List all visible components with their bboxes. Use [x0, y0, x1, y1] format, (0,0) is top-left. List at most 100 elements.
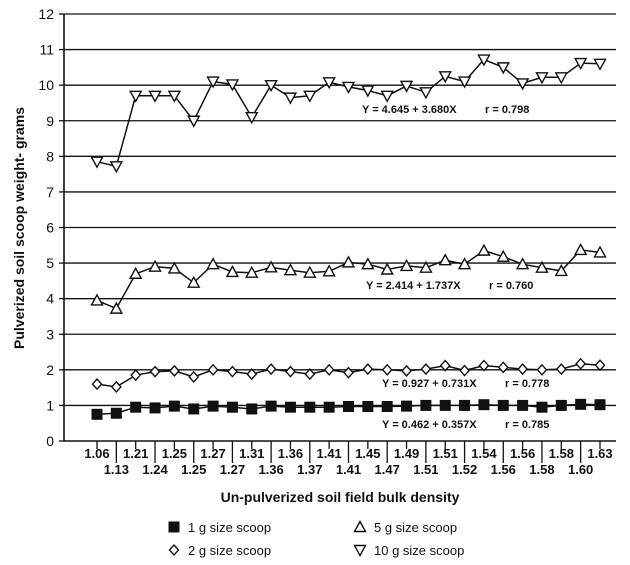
data-point: [322, 77, 336, 90]
legend-item: 5 g size scoop: [353, 520, 457, 535]
legend-label: 5 g size scoop: [374, 520, 457, 535]
x-axis-title: Un-pulverized soil field bulk density: [221, 489, 460, 505]
data-point: [497, 399, 509, 411]
data-point: [283, 92, 298, 105]
series-2: [90, 242, 607, 314]
data-point: [380, 262, 394, 275]
data-point: [149, 365, 161, 378]
legend-item: 1 g size scoop: [168, 520, 271, 535]
data-point: [323, 401, 335, 413]
data-point: [168, 364, 180, 377]
regression-equation: Y = 0.462 + 0.357X: [382, 419, 477, 431]
legend-item: 2 g size scoop: [168, 543, 271, 558]
data-point: [343, 400, 354, 412]
x-tick-label-upper: 1.54: [471, 446, 497, 461]
data-point: [322, 264, 336, 277]
y-tick-label: 8: [46, 148, 54, 164]
data-point: [573, 242, 588, 256]
data-point: [110, 407, 122, 419]
data-point: [130, 401, 142, 413]
correlation-coefficient: r = 0.798: [485, 104, 529, 116]
data-point: [110, 380, 122, 393]
legend-label: 1 g size scoop: [188, 520, 271, 535]
y-tick-label: 1: [46, 397, 54, 413]
data-point: [109, 161, 124, 174]
x-tick-label-upper: 1.49: [394, 446, 419, 461]
data-point: [401, 364, 412, 377]
gridlines: [59, 13, 616, 442]
data-point: [554, 263, 568, 277]
legend-label: 2 g size scoop: [188, 543, 271, 558]
x-tick-label-upper: 1.21: [123, 446, 148, 461]
legend-label: 10 g size scoop: [374, 543, 464, 558]
x-tick-label-upper: 1.25: [162, 446, 187, 461]
data-point: [535, 72, 549, 85]
data-point: [167, 90, 182, 103]
data-point: [148, 90, 162, 103]
x-tick-label-lower: 1.51: [413, 462, 438, 477]
data-point: [401, 400, 413, 412]
data-point: [91, 378, 103, 391]
x-tick-label-lower: 1.25: [181, 462, 206, 477]
data-point: [129, 90, 143, 103]
data-point: [380, 90, 394, 103]
x-tick-labels: 1.06 1.21 1.25 1.27 1.31 1.36 1.41 1.45 1.49 1.51…: [84, 441, 613, 477]
y-axis-title: Pulverized soil scoop weight- grams: [11, 107, 27, 349]
correlation-coefficient: r = 0.760: [489, 280, 533, 292]
data-point: [439, 399, 451, 411]
data-point: [343, 366, 354, 379]
data-point: [341, 81, 356, 94]
series-3: [90, 54, 607, 174]
data-point: [515, 257, 530, 270]
data-point: [399, 80, 414, 93]
x-tick-label-upper: 1.58: [549, 446, 574, 461]
correlation-coefficient: r = 0.778: [505, 378, 549, 390]
data-point: [457, 257, 472, 270]
legend: 1 g size scoop 2 g size scoop 5 g size sco…: [168, 520, 464, 558]
y-tick-label: 4: [46, 291, 54, 307]
y-tick-label: 5: [46, 255, 54, 271]
data-point: [536, 401, 548, 413]
data-point: [187, 275, 201, 288]
axes: [63, 14, 616, 442]
data-point: [206, 257, 220, 270]
data-point: [478, 399, 490, 411]
data-point: [381, 363, 393, 376]
data-point: [593, 58, 607, 71]
data-point: [246, 403, 258, 415]
data-point: [575, 398, 587, 410]
data-point: [362, 363, 374, 376]
data-point: [149, 402, 161, 414]
data-point: [188, 370, 200, 383]
data-point: [245, 111, 259, 125]
series-0: [91, 398, 606, 420]
data-point: [439, 359, 451, 372]
data-point: [264, 260, 278, 273]
data-point: [594, 359, 606, 372]
data-point: [554, 72, 568, 85]
data-point: [91, 408, 103, 420]
data-point: [304, 368, 316, 381]
data-point: [362, 400, 374, 412]
data-point: [555, 363, 567, 376]
data-point: [285, 365, 296, 378]
data-point: [594, 399, 606, 411]
data-point: [459, 399, 471, 411]
x-tick-label-lower: 1.36: [258, 462, 283, 477]
data-point: [438, 253, 452, 266]
data-point: [420, 363, 432, 376]
y-tick-label: 2: [46, 362, 54, 378]
data-point: [265, 400, 277, 412]
data-point: [109, 301, 124, 314]
data-point: [129, 266, 143, 279]
data-point: [341, 255, 356, 268]
data-point: [420, 399, 432, 411]
data-point: [283, 263, 298, 276]
data-point: [303, 265, 317, 278]
correlation-coefficient: r = 0.785: [505, 419, 549, 431]
data-point: [477, 54, 491, 67]
data-point: [187, 115, 201, 128]
data-point: [459, 364, 471, 377]
